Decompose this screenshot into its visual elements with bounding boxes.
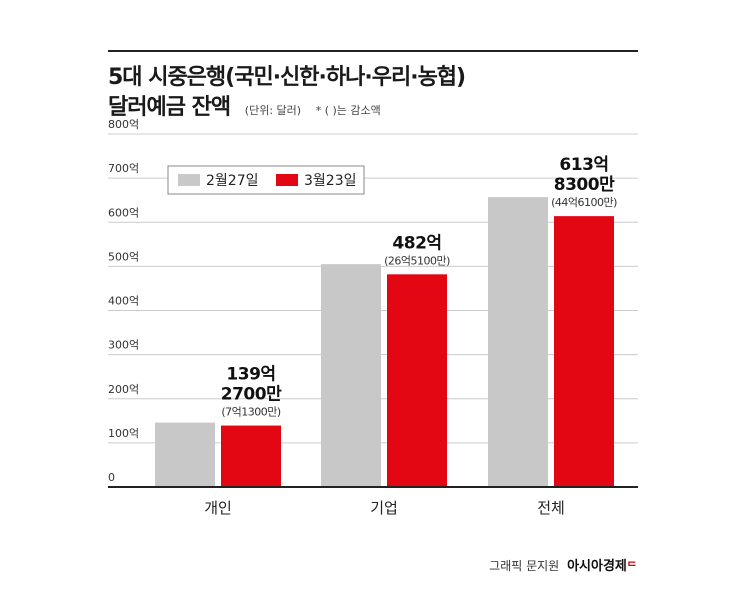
bar-feb27 [488, 197, 548, 487]
legend-swatch [276, 174, 298, 186]
legend-label: 2월27일 [206, 173, 258, 189]
decrease-note: * ( )는 감소액 [315, 104, 381, 117]
top-rule [108, 50, 638, 52]
x-tick-label: 기업 [370, 499, 398, 517]
legend-label: 3월23일 [304, 173, 356, 189]
value-label: 139억 [226, 365, 275, 385]
legend-swatch [178, 174, 200, 186]
bar-mar23 [554, 216, 614, 487]
bar-feb27 [155, 422, 215, 487]
legend-box [167, 165, 365, 195]
y-tick-label: 0 [108, 471, 115, 484]
title-line2-text: 달러예금 잔액 [108, 95, 231, 120]
value-label: 482억 [392, 233, 441, 253]
y-tick-label: 700억 [108, 162, 139, 175]
y-tick-label: 200억 [108, 383, 139, 396]
value-label: 2700만 [221, 385, 282, 405]
y-tick-label: 300억 [108, 339, 139, 352]
decrease-label: (44억6100만) [551, 196, 617, 209]
bar-mar23 [387, 274, 447, 487]
unit-note: (단위: 달러) [244, 104, 302, 117]
footer-credit: 그래픽 문지원 아시아경제ᄃ [489, 555, 637, 574]
y-tick-label: 100억 [108, 427, 139, 440]
bar-feb27 [321, 264, 381, 487]
x-tick-label: 전체 [537, 499, 565, 517]
y-tick-label: 600억 [108, 206, 139, 219]
value-label: 8300만 [554, 175, 615, 195]
decrease-label: (7억1300만) [221, 406, 281, 419]
value-label: 613억 [559, 155, 608, 175]
decrease-label: (26억5100만) [384, 254, 450, 267]
brand-logo-text: 아시아경제 [567, 559, 627, 574]
title-line1-text: 5대 시중은행(국민·신한·하나·우리·농협) [108, 65, 466, 90]
chart-title-line2: 달러예금 잔액 (단위: 달러) * ( )는 감소액 [108, 89, 381, 121]
graphic-credit: 그래픽 문지원 [489, 559, 560, 573]
y-tick-label: 400억 [108, 295, 139, 308]
y-tick-label: 800억 [108, 118, 139, 131]
x-tick-label: 개인 [204, 499, 232, 517]
y-tick-label: 500억 [108, 250, 139, 263]
bar-mar23 [221, 425, 281, 487]
brand-logo-mark: ᄃ [626, 560, 637, 573]
chart-title-line1: 5대 시중은행(국민·신한·하나·우리·농협) [108, 59, 466, 91]
